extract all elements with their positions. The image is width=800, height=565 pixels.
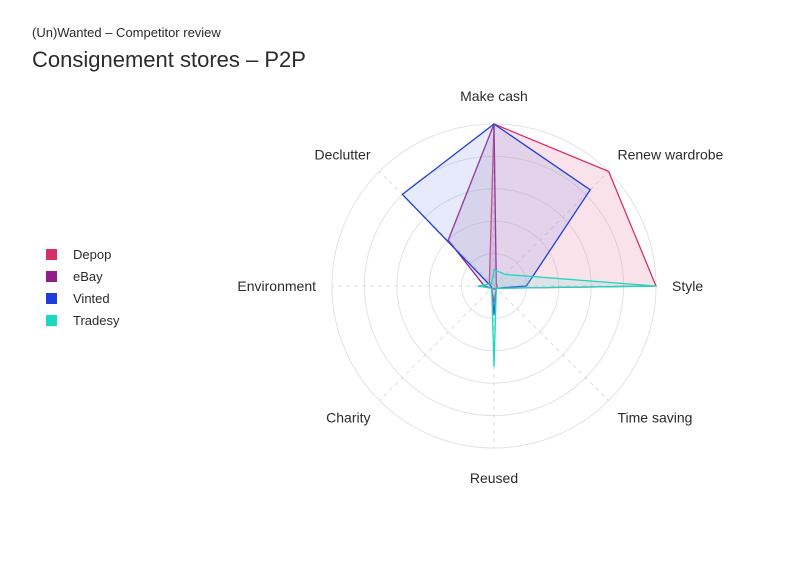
axis-label-time-saving: Time saving	[618, 410, 693, 426]
legend-item-tradesy[interactable]: Tradesy	[46, 309, 119, 331]
axis-label-make-cash: Make cash	[460, 88, 528, 104]
axis-label-reused: Reused	[470, 470, 518, 486]
series-tradesy-area[interactable]	[477, 268, 657, 368]
axis-label-charity: Charity	[326, 410, 370, 426]
chart-supertitle: (Un)Wanted – Competitor review	[32, 25, 221, 40]
grid-spoke	[493, 171, 609, 287]
axis-label-environment: Environment	[237, 278, 316, 294]
legend-item-vinted[interactable]: Vinted	[46, 287, 119, 309]
radar-series	[401, 123, 657, 368]
legend-label-tradesy: Tradesy	[73, 312, 120, 328]
chart-title: Consignement stores – P2P	[32, 47, 306, 72]
grid-spoke	[379, 171, 495, 287]
series-vinted-area[interactable]	[401, 123, 592, 316]
legend-item-ebay[interactable]: eBay	[46, 265, 119, 287]
axis-label-declutter: Declutter	[314, 147, 370, 163]
legend-label-ebay: eBay	[73, 268, 103, 284]
legend-swatch-tradesy	[46, 314, 57, 326]
legend-swatch-vinted	[46, 292, 57, 304]
series-ebay-area[interactable]	[447, 123, 498, 290]
legend-label-depop: Depop	[73, 246, 112, 262]
grid-spoke	[379, 285, 495, 401]
legend-swatch-depop	[46, 248, 57, 260]
radar-axis-labels: Make cash Renew wardrobe Style Time saving R…	[237, 88, 723, 486]
grid-spoke	[493, 285, 609, 401]
legend-swatch-ebay	[46, 270, 57, 282]
axis-label-renew-wardrobe: Renew wardrobe	[618, 147, 724, 163]
legend-label-vinted: Vinted	[73, 290, 110, 306]
axis-label-style: Style	[672, 278, 703, 294]
legend-item-depop[interactable]: Depop	[46, 243, 119, 265]
legend: Depop eBay Vinted Tradesy	[46, 243, 119, 331]
series-depop-area[interactable]	[488, 123, 657, 303]
